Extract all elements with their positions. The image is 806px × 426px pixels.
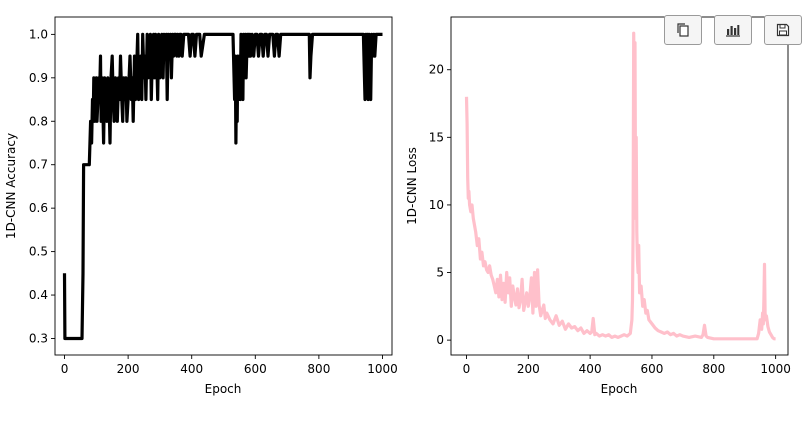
loss-xtick-label: 0: [463, 362, 471, 376]
accuracy-xtick-label: 600: [244, 362, 267, 376]
accuracy-xtick-label: 0: [61, 362, 69, 376]
accuracy-ytick-label: 0.4: [29, 288, 48, 302]
loss-ytick-label: 0: [436, 333, 444, 347]
accuracy-xtick-label: 1000: [367, 362, 398, 376]
loss-xtick-label: 1000: [760, 362, 791, 376]
loss-ytick-label: 5: [436, 266, 444, 280]
loss-ytick-label: 20: [429, 63, 444, 77]
accuracy-xtick-label: 800: [307, 362, 330, 376]
bar-chart-icon: [726, 25, 740, 37]
accuracy-ytick-label: 0.3: [29, 331, 48, 345]
accuracy-ylabel: 1D-CNN Accuracy: [4, 133, 18, 239]
chart-button[interactable]: [714, 15, 752, 45]
accuracy-ytick-label: 1.0: [29, 27, 48, 41]
accuracy-ytick-label: 0.6: [29, 201, 48, 215]
loss-line: [464, 31, 776, 341]
save-button[interactable]: [764, 15, 802, 45]
copy-icon: [677, 23, 689, 37]
accuracy-xlabel: Epoch: [205, 382, 242, 396]
copy-button[interactable]: [664, 15, 702, 45]
loss-xlabel: Epoch: [601, 382, 638, 396]
accuracy-xtick-label: 400: [180, 362, 203, 376]
accuracy-xtick-label: 200: [117, 362, 140, 376]
loss-ytick-label: 15: [429, 130, 444, 144]
loss-ylabel: 1D-CNN Loss: [405, 147, 419, 225]
accuracy-ytick-label: 0.9: [29, 71, 48, 85]
floppy-disk-icon: [776, 23, 790, 37]
loss-plot: 0 200 400 600 800 1000 0 5 10 15 20 Epoch 1D-CNN L…: [405, 16, 791, 396]
accuracy-series: [62, 32, 383, 341]
accuracy-plot: 0 200 400 600 800 1000 0.3 0.4 0.5 0.6 0.7 0.8 0.9 1.…: [4, 16, 398, 396]
loss-xtick-label: 600: [641, 362, 664, 376]
loss-ticks: 0 200 400 600 800 1000 0 5 10 15 20: [429, 63, 791, 376]
accuracy-plot-frame: [54, 16, 393, 356]
loss-xtick-label: 400: [579, 362, 602, 376]
accuracy-ticks: 0 200 400 600 800 1000 0.3 0.4 0.5 0.6 0.7 0.8 0.9 1.…: [29, 27, 398, 376]
loss-ytick-label: 10: [429, 198, 444, 212]
loss-plot-frame: [450, 16, 789, 356]
accuracy-ytick-label: 0.7: [29, 158, 48, 172]
accuracy-line: [62, 32, 383, 341]
loss-xtick-label: 800: [702, 362, 725, 376]
accuracy-ytick-label: 0.8: [29, 114, 48, 128]
accuracy-ytick-label: 0.5: [29, 245, 48, 259]
loss-series: [464, 31, 776, 341]
loss-xtick-label: 200: [517, 362, 540, 376]
